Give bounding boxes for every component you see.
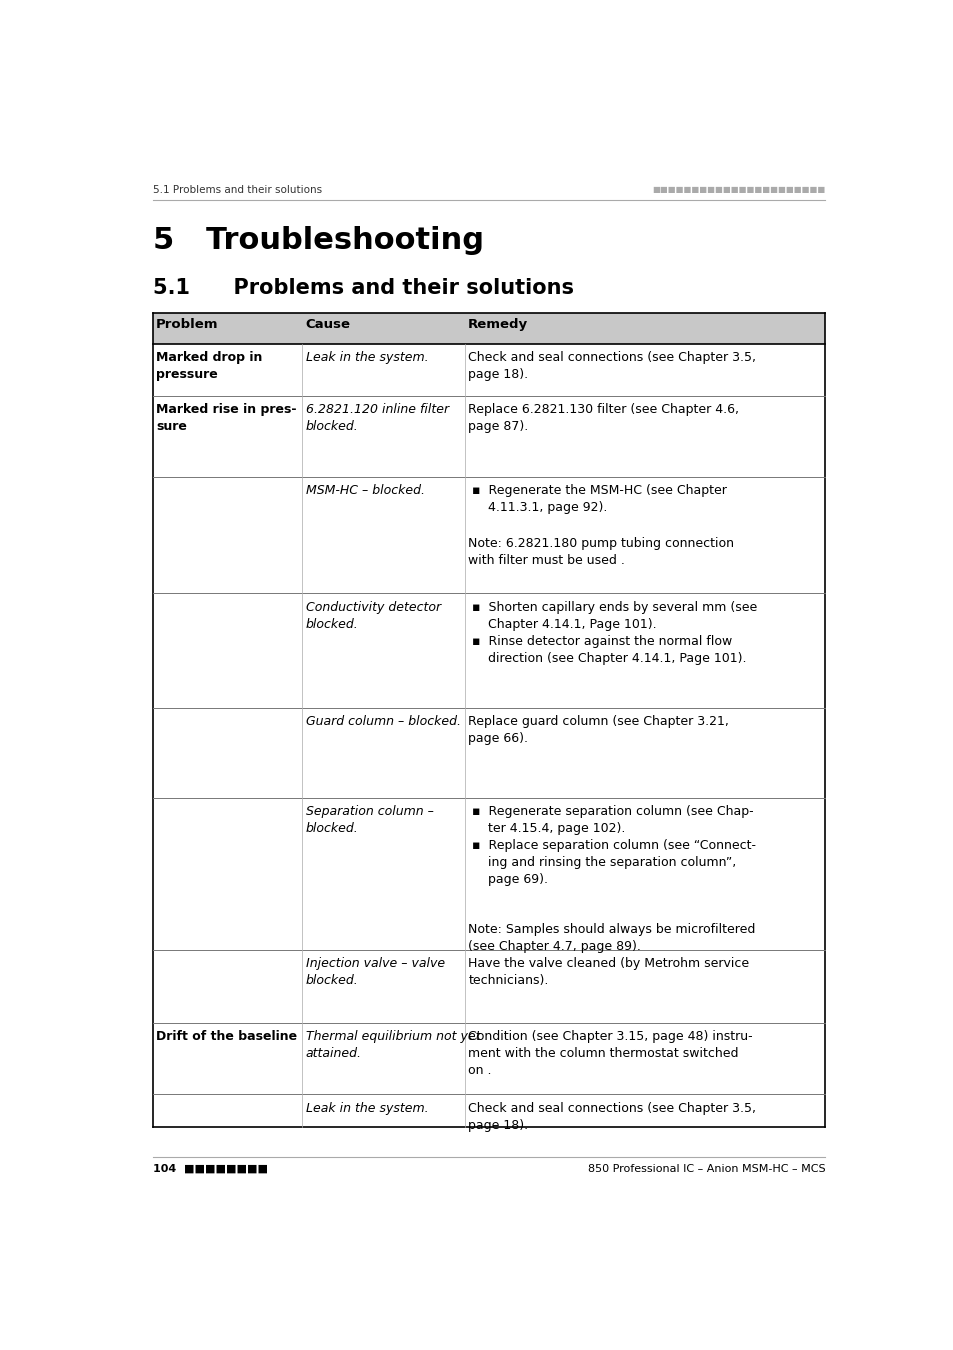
- Text: Replace 6.2821.130 filter (see Chapter 4.6,
page 87).: Replace 6.2821.130 filter (see Chapter 4…: [468, 404, 739, 433]
- Bar: [152, 313, 824, 344]
- Text: 5.1 Problems and their solutions: 5.1 Problems and their solutions: [152, 185, 321, 194]
- Text: MSM-HC – blocked.: MSM-HC – blocked.: [305, 485, 424, 497]
- Text: Leak in the system.: Leak in the system.: [305, 1102, 428, 1115]
- Text: Condition (see Chapter 3.15, page 48) instru-
ment with the column thermostat sw: Condition (see Chapter 3.15, page 48) in…: [468, 1030, 752, 1077]
- Text: 5.1      Problems and their solutions: 5.1 Problems and their solutions: [152, 278, 573, 298]
- Text: Check and seal connections (see Chapter 3.5,
page 18).: Check and seal connections (see Chapter …: [468, 351, 756, 381]
- Text: Cause: Cause: [305, 319, 350, 331]
- Text: Have the valve cleaned (by Metrohm service
technicians).: Have the valve cleaned (by Metrohm servi…: [468, 957, 748, 987]
- Text: Separation column –
blocked.: Separation column – blocked.: [305, 806, 433, 836]
- Text: Replace guard column (see Chapter 3.21,
page 66).: Replace guard column (see Chapter 3.21, …: [468, 716, 728, 745]
- Text: Guard column – blocked.: Guard column – blocked.: [305, 716, 460, 728]
- Text: ■■■■■■■■■■■■■■■■■■■■■■: ■■■■■■■■■■■■■■■■■■■■■■: [652, 185, 824, 194]
- Text: Marked rise in pres-
sure: Marked rise in pres- sure: [156, 404, 296, 433]
- Text: ▪  Regenerate separation column (see Chap-
    ter 4.15.4, page 102).
▪  Replace: ▪ Regenerate separation column (see Chap…: [472, 806, 755, 887]
- Text: 104  ■■■■■■■■: 104 ■■■■■■■■: [152, 1164, 267, 1174]
- Text: 850 Professional IC – Anion MSM-HC – MCS: 850 Professional IC – Anion MSM-HC – MCS: [587, 1164, 824, 1174]
- Text: Thermal equilibrium not yet
attained.: Thermal equilibrium not yet attained.: [305, 1030, 479, 1060]
- Text: Leak in the system.: Leak in the system.: [305, 351, 428, 364]
- Text: Check and seal connections (see Chapter 3.5,
page 18).: Check and seal connections (see Chapter …: [468, 1102, 756, 1131]
- Text: Remedy: Remedy: [468, 319, 528, 331]
- Text: ▪  Shorten capillary ends by several mm (see
    Chapter 4.14.1, Page 101).
▪  R: ▪ Shorten capillary ends by several mm (…: [472, 601, 757, 664]
- Text: Drift of the baseline: Drift of the baseline: [156, 1030, 297, 1044]
- Text: Problem: Problem: [156, 319, 218, 331]
- Text: Marked drop in
pressure: Marked drop in pressure: [156, 351, 262, 381]
- Text: Conductivity detector
blocked.: Conductivity detector blocked.: [305, 601, 440, 630]
- Text: 6.2821.120 inline filter
blocked.: 6.2821.120 inline filter blocked.: [305, 404, 448, 433]
- Text: Note: 6.2821.180 pump tubing connection
with filter must be used .: Note: 6.2821.180 pump tubing connection …: [468, 537, 734, 567]
- Text: Injection valve – valve
blocked.: Injection valve – valve blocked.: [305, 957, 444, 987]
- Text: ▪  Regenerate the MSM-HC (see Chapter
    4.11.3.1, page 92).: ▪ Regenerate the MSM-HC (see Chapter 4.1…: [472, 485, 726, 514]
- Text: 5   Troubleshooting: 5 Troubleshooting: [152, 227, 483, 255]
- Text: Note: Samples should always be microfiltered
(see Chapter 4.7, page 89).: Note: Samples should always be microfilt…: [468, 923, 755, 953]
